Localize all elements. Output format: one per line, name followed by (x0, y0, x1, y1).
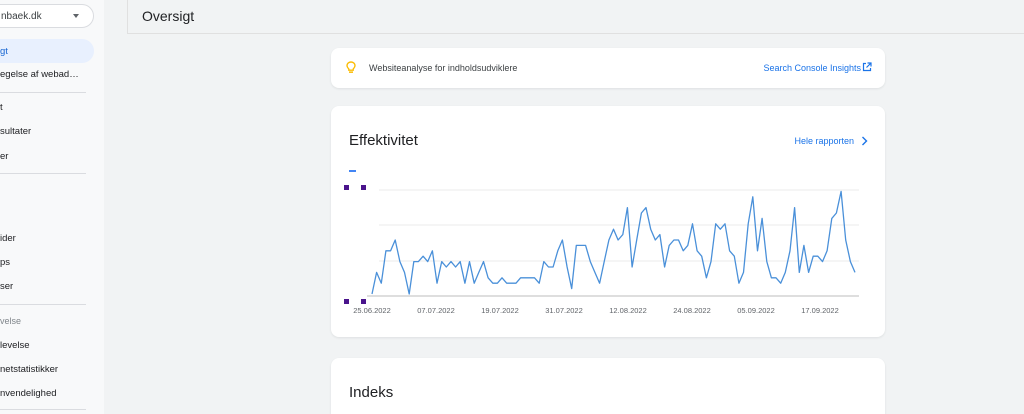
sidebar-section-label: velse (0, 316, 22, 326)
sidebar: nbaek.dk gt egelse af webad… t sultater … (0, 0, 104, 414)
x-tick-label: 12.08.2022 (609, 306, 647, 315)
sidebar-item-label: ps (0, 256, 11, 268)
decorative-marker (361, 299, 366, 304)
sidebar-divider (0, 92, 86, 93)
x-tick-label: 07.07.2022 (417, 306, 455, 315)
sidebar-item-pages[interactable]: ider (0, 226, 94, 250)
open-in-new-icon[interactable] (862, 62, 872, 72)
sidebar-item-core-web-vitals[interactable]: netstatistikker (0, 357, 94, 381)
sidebar-item-label: egelse af webad… (0, 68, 79, 80)
performance-card: Effektivitet Hele rapporten 25.06.2022 07… (331, 106, 885, 337)
sidebar-divider (0, 409, 86, 410)
sidebar-item-sitemaps[interactable]: ps (0, 250, 94, 274)
sidebar-item-discover[interactable]: er (0, 144, 94, 168)
performance-title: Effektivitet (349, 132, 418, 149)
header-vertical-divider (127, 0, 128, 34)
legend-series-marker (349, 170, 356, 172)
decorative-marker (344, 299, 349, 304)
sidebar-item-search-results[interactable]: sultater (0, 119, 94, 143)
page-title: Oversigt (142, 8, 195, 24)
x-tick-label: 05.09.2022 (737, 306, 775, 315)
chevron-right-icon[interactable] (861, 136, 868, 146)
x-tick-label: 19.07.2022 (481, 306, 519, 315)
performance-chart: 25.06.2022 07.07.2022 19.07.2022 31.07.2022… (353, 189, 859, 315)
insights-card: Websiteanalyse for indholdsudviklere Sea… (331, 48, 885, 88)
sidebar-item-removals[interactable]: ser (0, 274, 94, 298)
x-tick-label: 31.07.2022 (545, 306, 583, 315)
insights-text: Websiteanalyse for indholdsudviklere (369, 63, 518, 73)
sidebar-item-label: gt (0, 45, 8, 57)
sidebar-item-label: ider (0, 232, 16, 244)
chevron-down-icon (73, 14, 79, 18)
index-title: Indeks (349, 384, 394, 401)
sidebar-item-performance[interactable]: t (0, 95, 94, 119)
x-tick-label: 25.06.2022 (353, 306, 391, 315)
property-name: nbaek.dk (1, 10, 42, 22)
sidebar-item-label: levelse (0, 339, 30, 351)
sidebar-item-label: nvendelighed (0, 387, 57, 399)
sidebar-item-label: netstatistikker (0, 363, 59, 375)
x-tick-label: 17.09.2022 (801, 306, 839, 315)
x-tick-label: 24.08.2022 (673, 306, 711, 315)
sidebar-item-url-inspection[interactable]: egelse af webad… (0, 62, 94, 86)
sidebar-item-label: ser (0, 280, 14, 292)
decorative-marker (344, 185, 349, 190)
decorative-marker (361, 185, 366, 190)
sidebar-divider (0, 304, 86, 305)
chart-series-line (371, 190, 856, 295)
search-console-insights-link[interactable]: Search Console Insights (763, 63, 861, 73)
sidebar-divider (0, 173, 86, 174)
property-selector[interactable]: nbaek.dk (0, 4, 94, 28)
lightbulb-icon (346, 61, 356, 73)
sidebar-item-page-experience[interactable]: levelse (0, 333, 94, 357)
sidebar-item-label: sultater (0, 125, 32, 137)
sidebar-item-overview[interactable]: gt (0, 39, 94, 63)
index-card: Indeks (331, 358, 885, 414)
sidebar-item-mobile-usability[interactable]: nvendelighed (0, 381, 94, 405)
sidebar-item-label: er (0, 150, 9, 162)
header-divider (128, 33, 1024, 34)
sidebar-item-label: t (0, 101, 3, 113)
full-report-link[interactable]: Hele rapporten (794, 136, 854, 146)
